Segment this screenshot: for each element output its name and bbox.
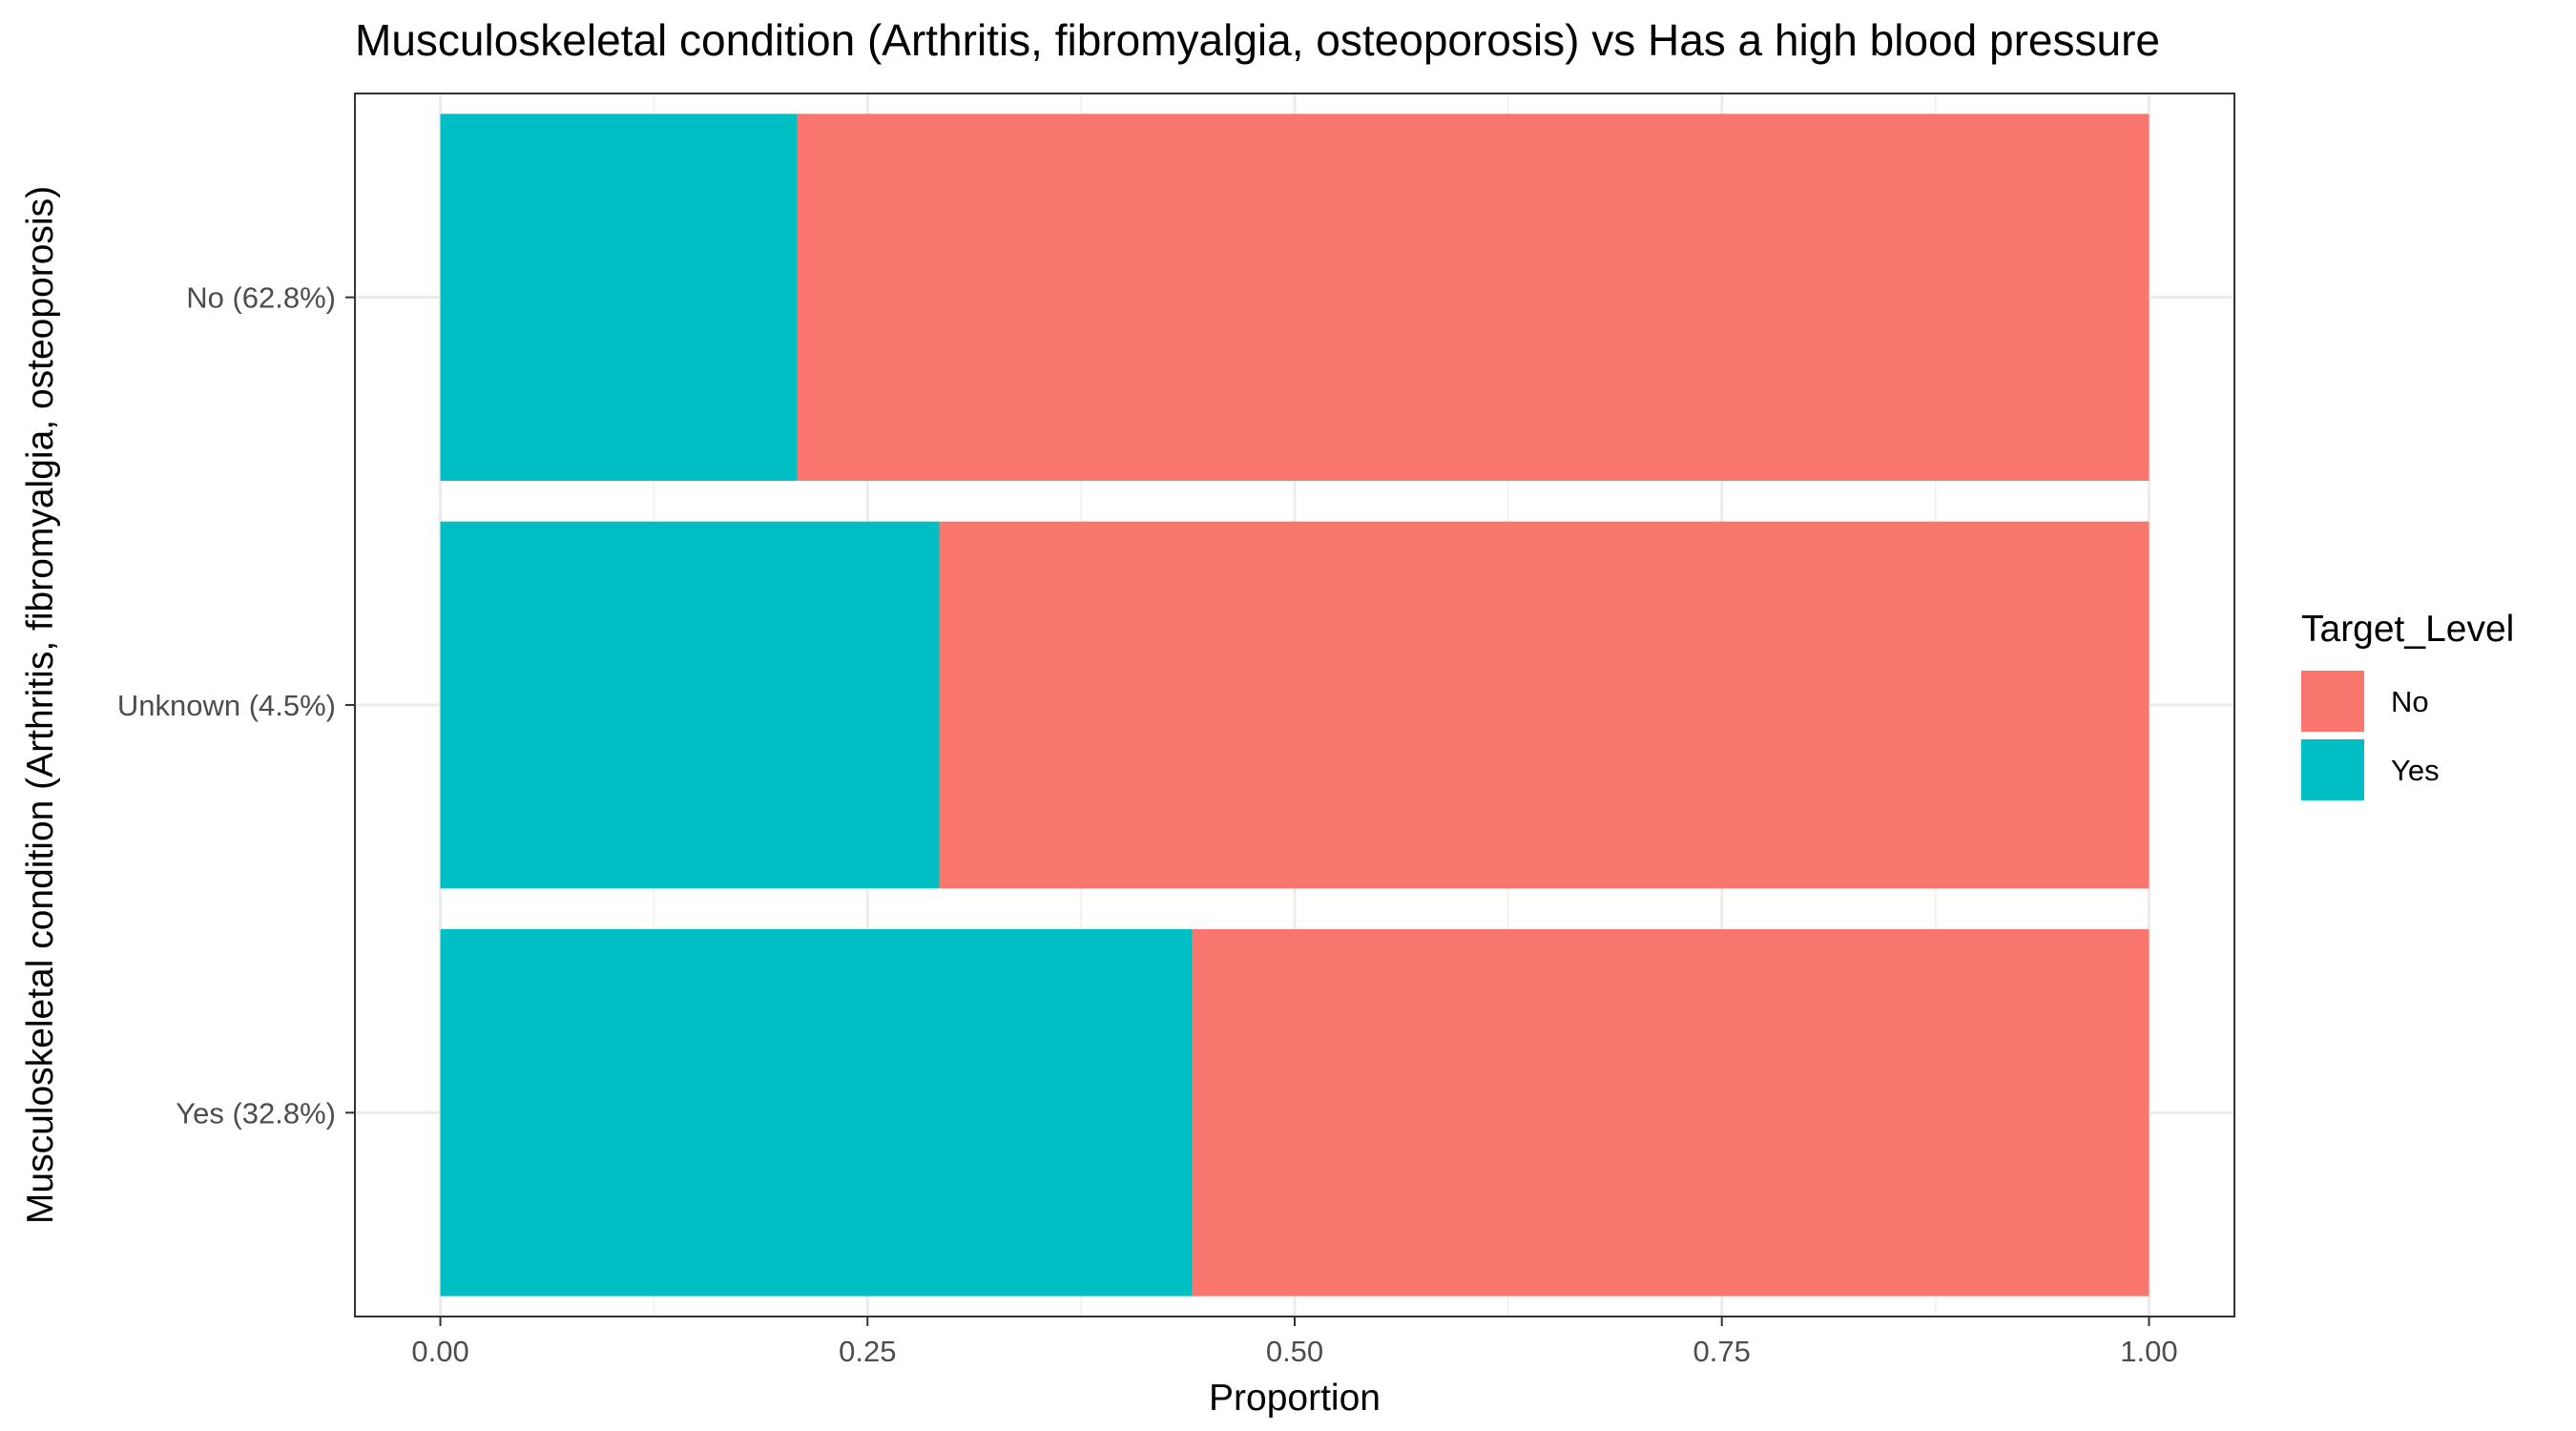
legend-key-no [2301,671,2364,732]
bar-yes-0 [440,929,1193,1296]
bar-no-1 [939,521,2150,889]
y-axis-title: Musculoskeletal condition (Arthritis, fi… [20,186,61,1224]
x-tick-label: 0.00 [411,1335,468,1368]
x-axis: 0.00 0.25 0.50 0.75 1.00 [411,1317,2178,1368]
y-tick-label: Unknown (4.5%) [117,689,336,722]
x-tick-label: 0.75 [1693,1335,1751,1368]
bar-yes-1 [440,521,940,889]
y-axis: Yes (32.8%) Unknown (4.5%) No (62.8%) [117,281,355,1130]
x-tick-label: 1.00 [2120,1335,2177,1368]
legend-label-yes: Yes [2391,754,2440,787]
x-tick-label: 0.25 [839,1335,896,1368]
legend: Target_Level No Yes [2301,609,2514,800]
y-tick-label: Yes (32.8%) [176,1096,336,1130]
bar-yes-2 [440,114,798,481]
y-tick-label: No (62.8%) [186,281,336,315]
x-tick-label: 0.50 [1266,1335,1323,1368]
legend-title: Target_Level [2301,609,2514,650]
bars [440,114,2150,1296]
bar-no-2 [797,114,2150,481]
legend-key-yes [2301,739,2364,800]
legend-label-no: No [2391,685,2429,718]
x-axis-title: Proportion [1209,1378,1381,1419]
chart-title: Musculoskeletal condition (Arthritis, fi… [355,15,2160,65]
bar-no-0 [1192,929,2150,1296]
